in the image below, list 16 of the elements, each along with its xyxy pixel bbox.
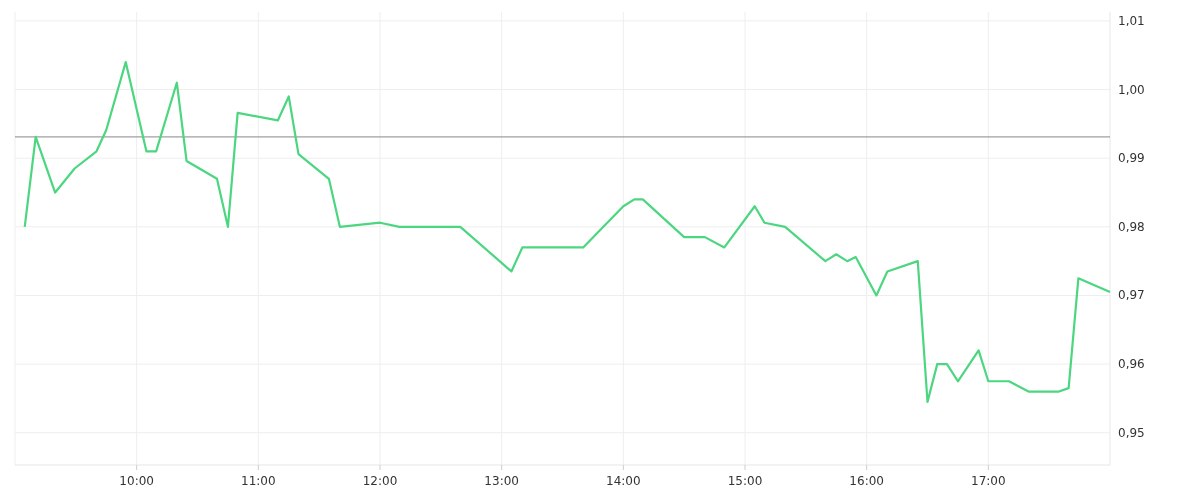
x-tick-label: 12:00 bbox=[362, 474, 398, 488]
x-tick-label: 15:00 bbox=[727, 474, 763, 488]
y-tick-label: 0,95 bbox=[1118, 425, 1145, 440]
x-tick-label: 14:00 bbox=[606, 474, 641, 488]
y-tick-label: 0,96 bbox=[1118, 357, 1145, 372]
y-tick-label: 1,00 bbox=[1118, 82, 1145, 97]
x-tick-label: 17:00 bbox=[971, 474, 1006, 488]
x-tick-label: 11:00 bbox=[241, 474, 276, 488]
y-tick-label: 1,01 bbox=[1118, 13, 1145, 28]
line-series bbox=[23, 61, 1112, 403]
x-tick-label: 16:00 bbox=[849, 474, 884, 488]
x-tick-label: 10:00 bbox=[119, 474, 154, 488]
y-tick-label: 0,97 bbox=[1118, 288, 1145, 303]
y-tick-label: 0,99 bbox=[1118, 151, 1145, 166]
x-tick-label: 13:00 bbox=[484, 474, 519, 488]
y-tick-label: 0,98 bbox=[1118, 219, 1145, 234]
